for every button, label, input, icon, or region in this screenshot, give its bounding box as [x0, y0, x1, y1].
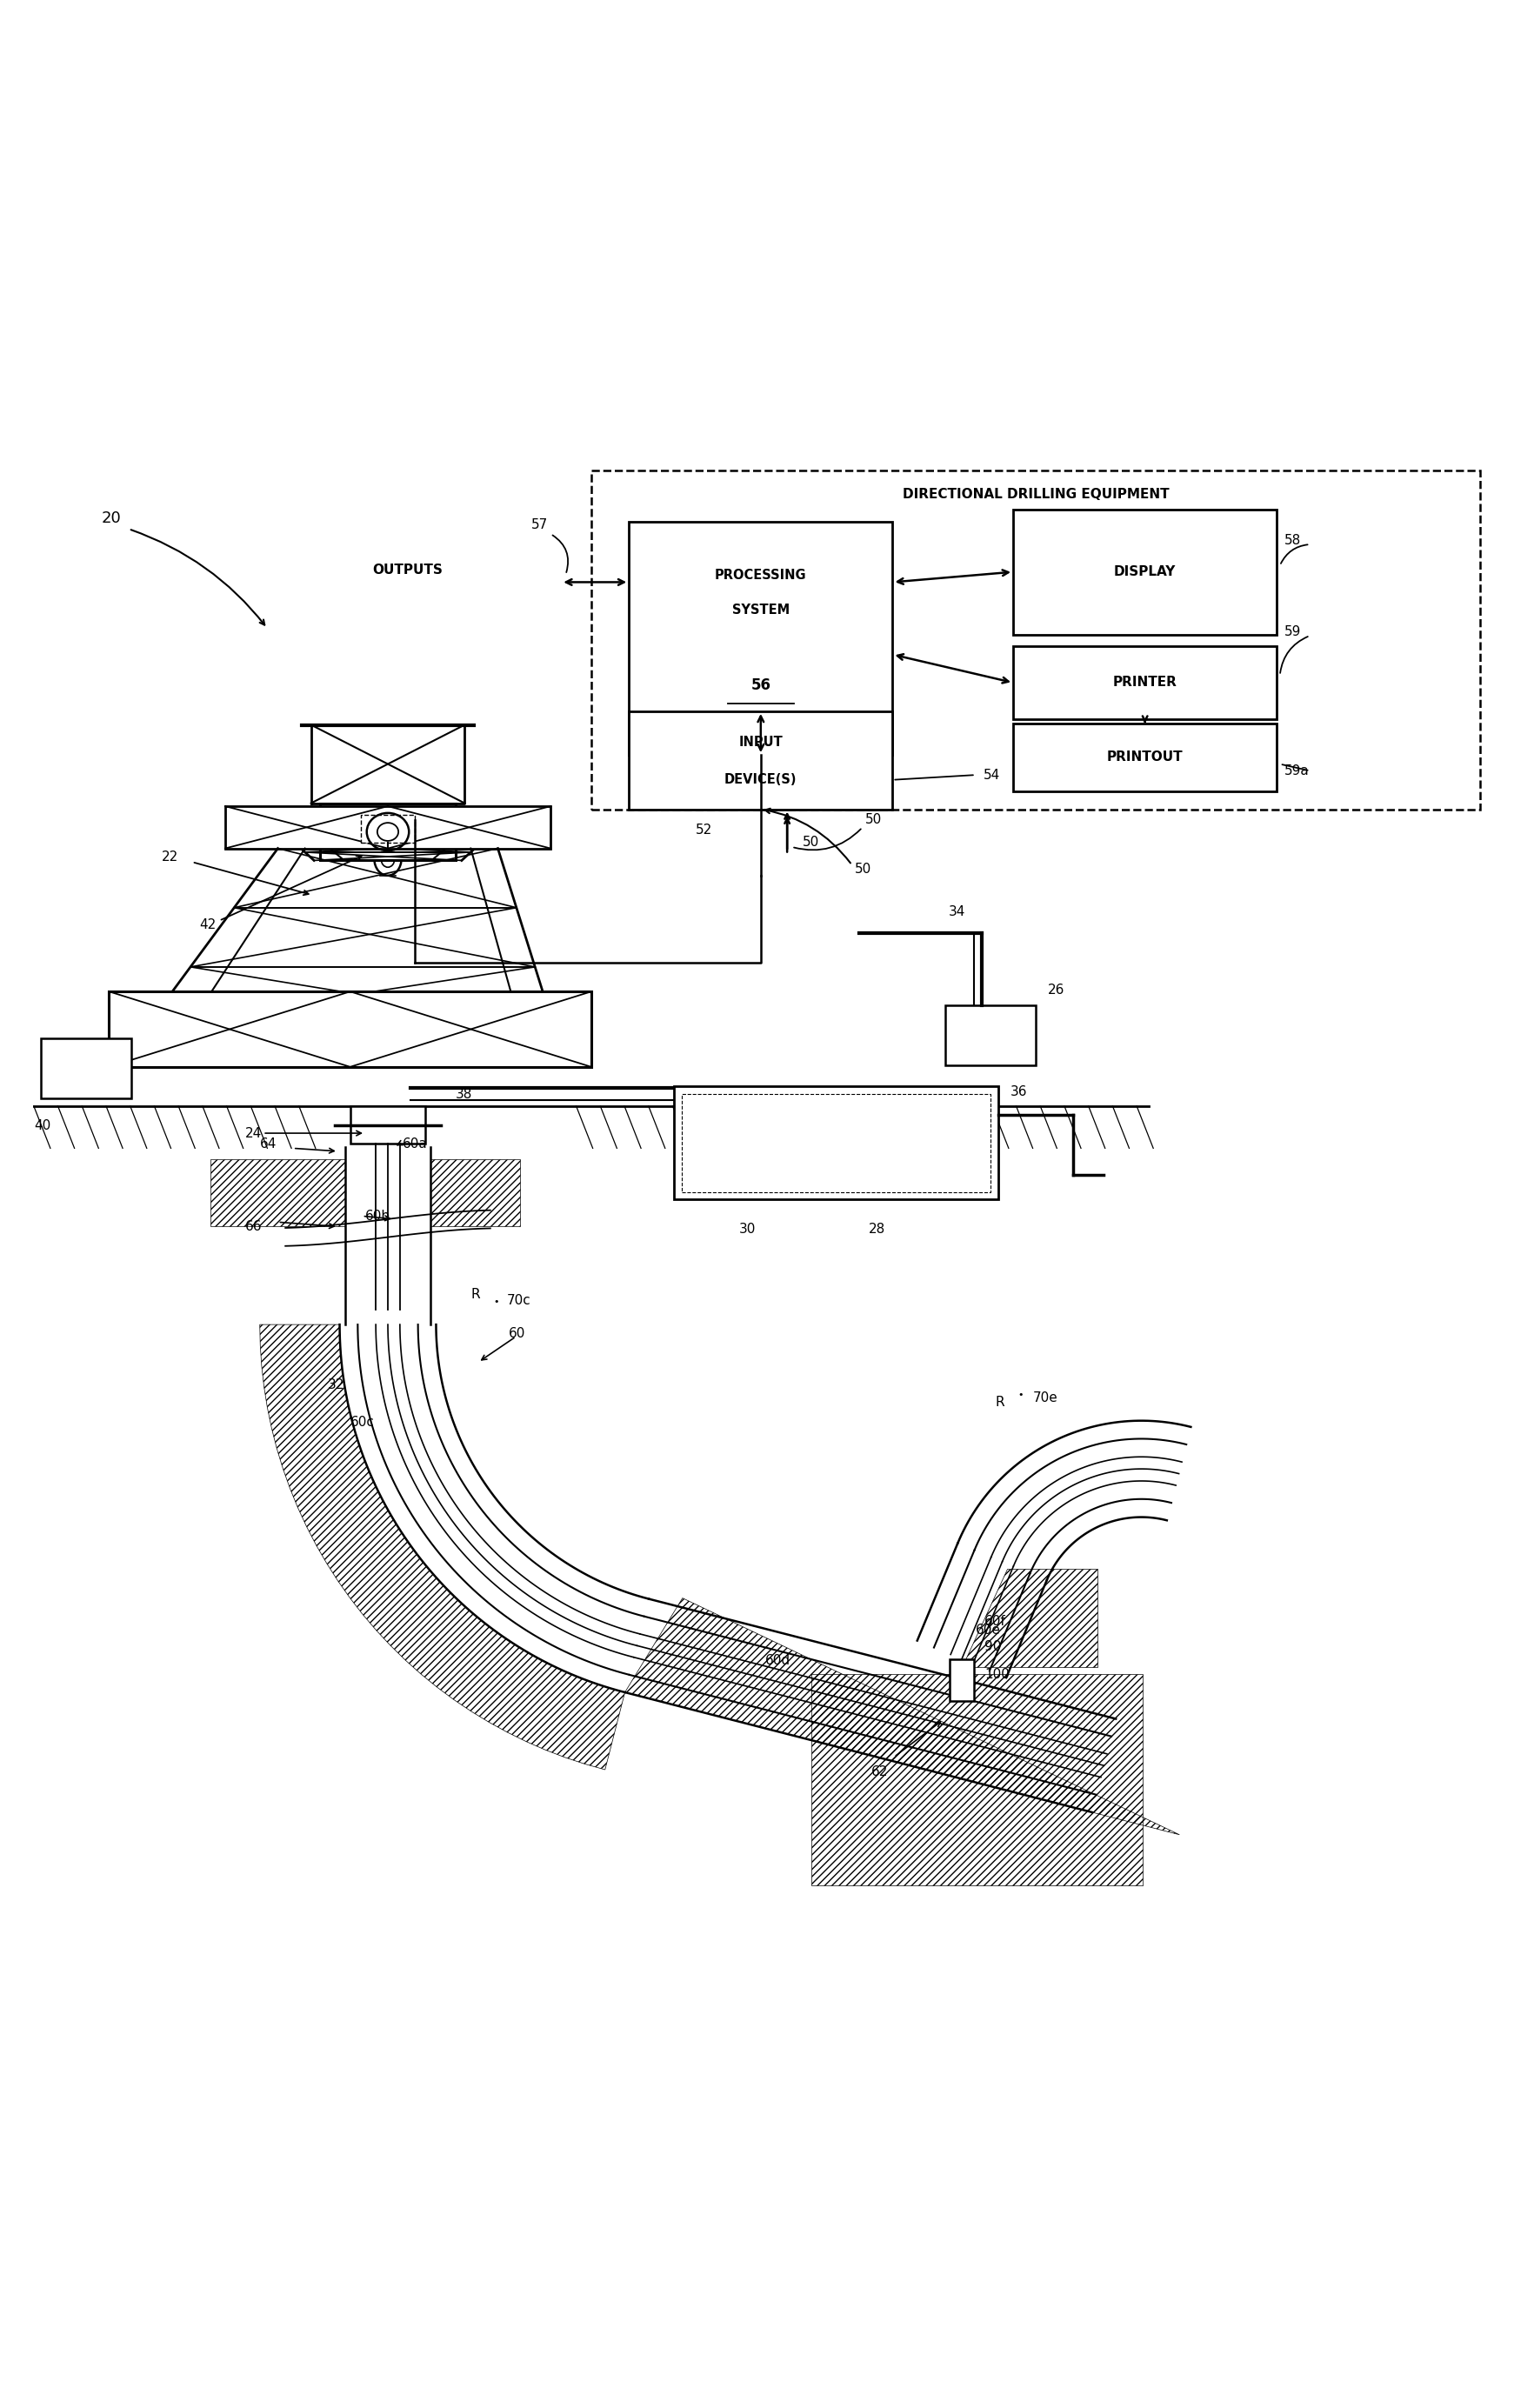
- Bar: [1013, 645, 1276, 720]
- Text: 38: 38: [456, 1088, 472, 1100]
- Bar: [350, 1105, 425, 1144]
- Text: PRINTOUT: PRINTOUT: [1107, 751, 1182, 763]
- Bar: [109, 992, 592, 1067]
- Text: •: •: [494, 1298, 500, 1305]
- Text: 59: 59: [1284, 626, 1301, 638]
- Text: R: R: [471, 1288, 480, 1300]
- Bar: [360, 816, 415, 843]
- Text: PRINTER: PRINTER: [1113, 677, 1176, 689]
- Text: SYSTEM: SYSTEM: [731, 604, 790, 616]
- Bar: [1013, 722, 1276, 792]
- Bar: [681, 1093, 990, 1192]
- Bar: [319, 804, 456, 860]
- Text: 42: 42: [200, 920, 217, 932]
- Text: 60f: 60f: [984, 1616, 1005, 1628]
- Text: 62: 62: [872, 1765, 889, 1780]
- Text: 100: 100: [984, 1669, 1010, 1681]
- Text: 22: 22: [162, 850, 179, 864]
- Text: 60e: 60e: [977, 1623, 1001, 1637]
- Text: OUTPUTS: OUTPUTS: [372, 563, 444, 576]
- Bar: [628, 710, 893, 809]
- Text: 90: 90: [984, 1640, 1001, 1654]
- Bar: [949, 1659, 974, 1702]
- Text: DISPLAY: DISPLAY: [1114, 566, 1176, 578]
- Text: 50: 50: [855, 862, 872, 877]
- Text: 52: 52: [696, 824, 713, 838]
- Text: 59a: 59a: [1284, 763, 1310, 778]
- Bar: [945, 1004, 1036, 1064]
- Bar: [674, 1086, 998, 1199]
- Text: 56: 56: [751, 677, 771, 694]
- Text: 60b: 60b: [365, 1209, 391, 1223]
- Text: 58: 58: [1284, 535, 1301, 547]
- Text: 54: 54: [983, 768, 999, 783]
- Text: 60d: 60d: [765, 1654, 790, 1666]
- Text: 60: 60: [509, 1327, 525, 1341]
- Bar: [628, 523, 893, 756]
- Text: 30: 30: [739, 1223, 755, 1235]
- Text: R: R: [995, 1397, 1004, 1409]
- Text: 57: 57: [531, 518, 548, 532]
- Text: DEVICE(S): DEVICE(S): [725, 773, 796, 787]
- Text: INPUT: INPUT: [739, 737, 783, 749]
- Text: 32: 32: [327, 1377, 344, 1392]
- Text: •: •: [1017, 1389, 1023, 1399]
- Bar: [592, 470, 1481, 809]
- Bar: [1013, 510, 1276, 633]
- Text: 60a: 60a: [403, 1137, 428, 1151]
- Text: 36: 36: [1010, 1086, 1026, 1098]
- Text: 40: 40: [33, 1120, 50, 1132]
- Text: 70c: 70c: [507, 1293, 531, 1308]
- Text: 28: 28: [869, 1223, 886, 1235]
- Text: 24: 24: [245, 1127, 262, 1139]
- Text: DIRECTIONAL DRILLING EQUIPMENT: DIRECTIONAL DRILLING EQUIPMENT: [902, 489, 1169, 501]
- Text: 66: 66: [245, 1221, 262, 1233]
- Bar: [41, 1038, 132, 1098]
- Text: 26: 26: [1048, 982, 1064, 997]
- Text: PROCESSING: PROCESSING: [715, 568, 807, 583]
- Text: 50: 50: [866, 814, 883, 826]
- Text: 50: 50: [802, 836, 819, 850]
- Bar: [226, 807, 551, 848]
- Text: 70e: 70e: [1033, 1392, 1058, 1404]
- Text: 34: 34: [948, 905, 966, 917]
- Text: 64: 64: [260, 1137, 277, 1151]
- Text: 20: 20: [101, 510, 121, 527]
- Text: 60c: 60c: [350, 1416, 374, 1428]
